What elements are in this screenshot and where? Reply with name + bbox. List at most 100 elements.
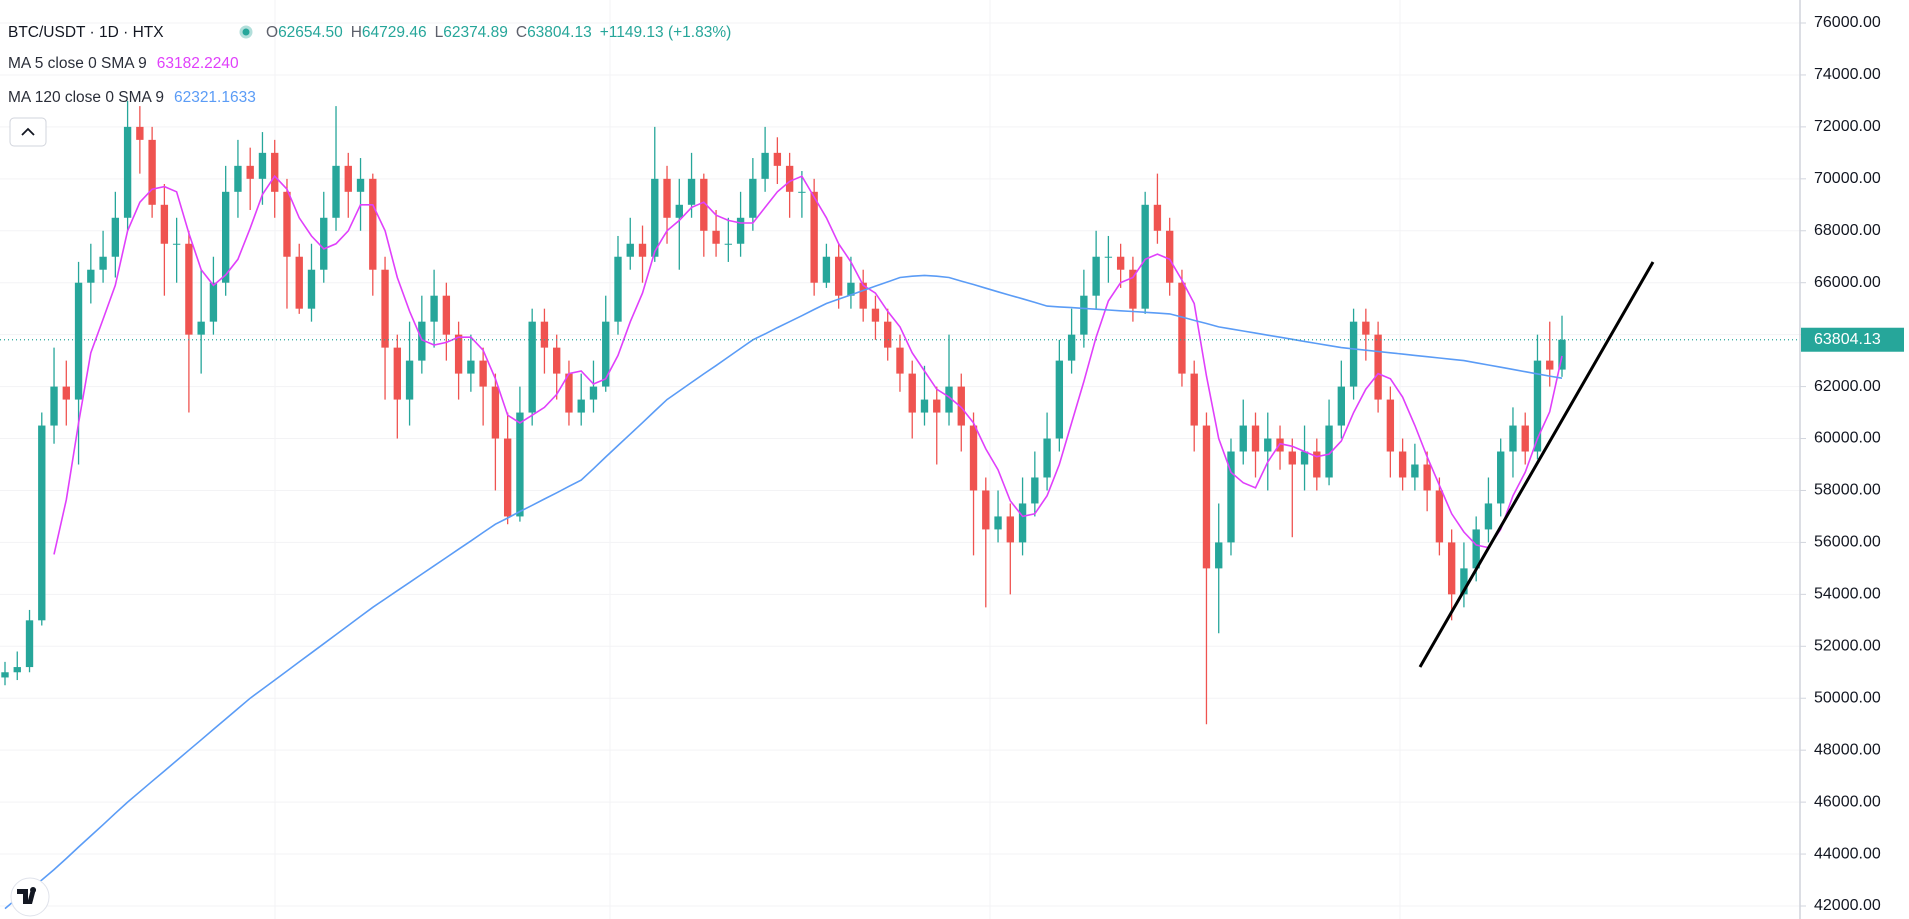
candle-body [258,152,267,179]
candle-body [553,347,561,374]
candle-body [271,152,279,192]
candle-body [405,360,414,400]
ohlc-key: H [351,24,362,41]
candle-body [393,347,401,400]
collapse-icon[interactable] [21,127,35,136]
candle-body [1166,230,1174,283]
candle-body [1435,490,1444,543]
candle-body [381,269,389,348]
candle-body [1202,425,1211,569]
candle-body [454,334,463,374]
ohlc-key: C [516,24,527,41]
candle-body [1472,529,1480,569]
candle-body [1460,568,1468,595]
indicator-name: MA 5 close 0 SMA 9 [8,55,147,72]
candle-body [859,282,867,309]
candle-body [626,243,634,257]
candle-body [761,152,769,179]
y-tick-label: 48000.00 [1814,741,1881,758]
candle-body [614,256,622,322]
candle-body [1411,464,1419,478]
candle-body [1288,451,1296,465]
candle-body [1497,451,1505,504]
candle-body [246,165,254,179]
candle-body [540,321,549,348]
candle-body [675,204,683,218]
candle-body [749,178,757,218]
candle-body [221,191,230,283]
candle-body [1239,425,1247,452]
change-value: +1149.13 (+1.83%) [600,24,732,41]
candle-body [565,373,573,413]
candle-body [1190,373,1198,426]
candle-body [798,191,806,193]
candle-body [920,399,929,413]
plot-area [0,22,1800,910]
candle-body [1116,256,1125,270]
logo-mark[interactable] [17,887,37,904]
candle-body [50,386,58,426]
candle-body [307,269,316,309]
candle-body [1349,321,1358,387]
candle-body [1300,451,1309,465]
tradingview-logo[interactable] [10,877,50,917]
candle-body [1447,542,1456,595]
ohlc-value: 63804.13 [527,24,592,41]
candle-body [602,321,610,387]
y-tick-label: 74000.00 [1814,66,1881,83]
candle-body [74,282,83,400]
candle-body [234,165,242,192]
candle-body [160,204,169,244]
candle-body [1215,542,1223,569]
indicator-value: 62321.1633 [174,89,256,106]
candle-body [1055,360,1064,439]
candle-body [1484,503,1493,530]
ohlc-row: O62654.50 H64729.46 L62374.89 C63804.13 +114… [266,24,731,41]
candle-body [933,399,941,413]
y-tick-label: 70000.00 [1814,170,1881,187]
candle-body [344,165,352,192]
candle-body [1227,451,1235,543]
candle-body [430,295,438,322]
candle-body [1251,425,1260,452]
collapse-button-box[interactable] [9,117,47,147]
y-tick-label: 54000.00 [1814,586,1881,603]
candle-body [111,217,120,257]
legend-header: BTC/USDT · 1D · HTX O62654.50 H64729.46 L62… [8,24,731,106]
indicator-row: MA 120 close 0 SMA 9 62321.1633 [8,89,256,106]
y-tick-label: 76000.00 [1814,14,1881,31]
candle-body [724,243,733,245]
candle-body [663,178,671,218]
candle-body [442,295,451,335]
ohlc-key: O [266,24,278,41]
candle-body [785,165,794,192]
candle-body [332,165,340,218]
candle-body [1067,334,1076,361]
candle-body [577,399,585,413]
candle-body [185,243,193,335]
candle-body [38,425,46,621]
y-tick-label: 68000.00 [1814,222,1881,239]
candle-body [945,386,953,413]
status-dot [239,25,253,39]
candle-body [467,360,475,374]
ohlc-value: 64729.46 [362,24,427,41]
price-axis: 42000.00 44000.00 46000.00 48000.00 50000.00… [1800,14,1904,914]
collapse-button[interactable] [9,117,47,147]
candle-body [197,321,205,335]
ohlc-key: L [435,24,444,41]
candle-body [969,425,978,491]
y-tick-label: 42000.00 [1814,897,1881,914]
candle-body [528,321,536,413]
trend-line [1418,261,1655,668]
candle-body [1178,282,1186,374]
candle-body [1337,386,1346,426]
candle-body [369,178,377,270]
candle-body [479,360,487,387]
legend-title-row: BTC/USDT · 1D · HTX [8,24,164,41]
candle-body [295,256,303,309]
candle-body [736,217,745,244]
candle-body [1018,503,1027,543]
candle-body [982,490,990,530]
